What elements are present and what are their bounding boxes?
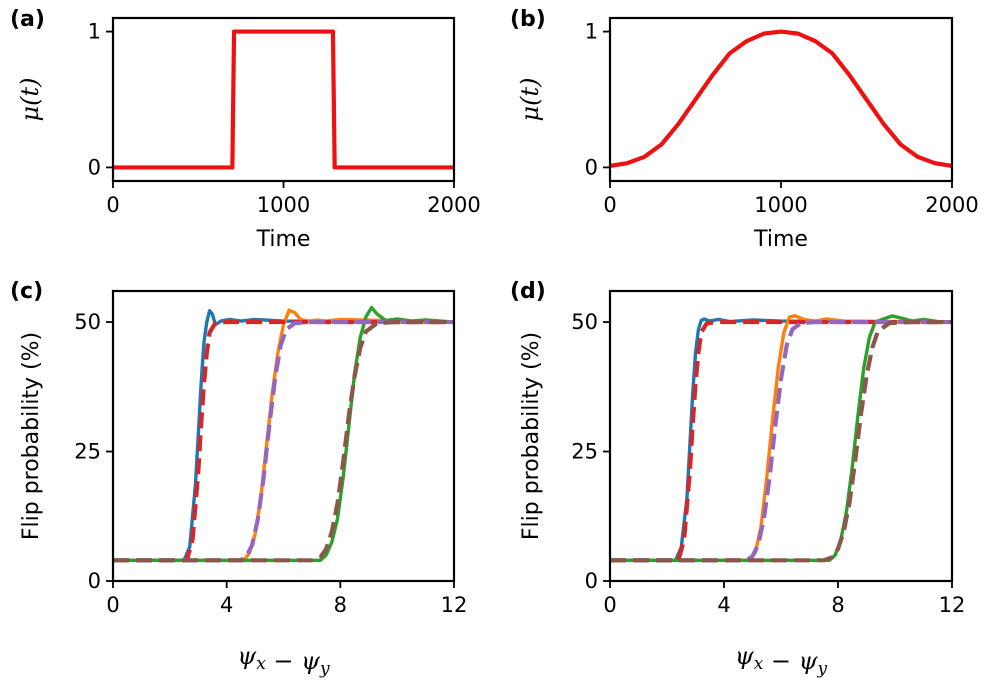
y-tick-label: 0 xyxy=(585,155,598,179)
series-red-solid-line xyxy=(610,29,952,168)
y-tick-label: 50 xyxy=(571,310,598,334)
x-tick-label: 1000 xyxy=(754,193,807,217)
x-tick-label: 0 xyxy=(603,593,616,617)
series-orange-solid-line xyxy=(113,308,454,562)
panel-tag: (a) xyxy=(10,7,45,32)
series-orange-solid-line xyxy=(610,314,952,562)
panel-b: 0 1000 2000 0 1 Time μ(t) (b) xyxy=(510,7,979,252)
series-green-solid-line xyxy=(113,305,454,562)
axes-frame xyxy=(111,289,456,583)
x-axis-label: Time xyxy=(256,227,311,252)
x-axis-label: ψx − ψy xyxy=(237,642,330,679)
x-tick-label: 2000 xyxy=(427,193,480,217)
series-purple-dashed-line xyxy=(610,319,952,563)
series-dashed_red-dashed-line xyxy=(610,319,952,563)
y-tick-label: 0 xyxy=(585,569,598,593)
y-axis-label: μ(t) xyxy=(16,78,44,122)
x-tick-label: 12 xyxy=(441,593,468,617)
y-axis-label: μ(t) xyxy=(516,78,544,122)
series-brown-dashed-line xyxy=(610,319,952,563)
axes-frame xyxy=(608,16,954,183)
series-blue-solid-line xyxy=(113,308,454,562)
x-axis-label: Time xyxy=(753,227,808,252)
series-dashed_red-dashed-line xyxy=(113,319,454,563)
panel-tag: (d) xyxy=(510,279,546,304)
series-brown-dashed-line xyxy=(113,319,454,563)
panel-tag: (c) xyxy=(10,279,43,304)
y-tick-label: 1 xyxy=(88,20,101,44)
series-red-solid-line xyxy=(113,29,454,170)
y-axis-label: Flip probability (%) xyxy=(19,332,44,540)
panel-d: 0 4 8 12 0 25 50 ψx − ψy Flip probability (%) (d) xyxy=(510,279,965,679)
x-tick-label: 8 xyxy=(334,593,347,617)
y-axis-label: Flip probability (%) xyxy=(519,332,544,540)
x-tick-label: 12 xyxy=(939,593,966,617)
x-tick-label: 2000 xyxy=(925,193,978,217)
x-axis-label: ψx − ψy xyxy=(735,642,828,679)
x-tick-label: 1000 xyxy=(257,193,310,217)
panel-tag: (b) xyxy=(510,7,546,32)
y-tick-label: 25 xyxy=(74,440,101,464)
series-purple-dashed-line xyxy=(113,319,454,563)
axes-frame xyxy=(111,16,456,183)
y-tick-label: 0 xyxy=(88,569,101,593)
x-tick-label: 4 xyxy=(220,593,233,617)
y-tick-label: 1 xyxy=(585,20,598,44)
x-tick-label: 4 xyxy=(717,593,730,617)
axes-frame xyxy=(608,289,954,583)
y-tick-label: 50 xyxy=(74,310,101,334)
y-tick-label: 0 xyxy=(88,155,101,179)
x-tick-label: 8 xyxy=(831,593,844,617)
panel-a: 0 1000 2000 0 1 Time μ(t) (a) xyxy=(10,7,481,252)
x-tick-label: 0 xyxy=(106,193,119,217)
x-tick-label: 0 xyxy=(603,193,616,217)
x-tick-label: 0 xyxy=(106,593,119,617)
panel-c: 0 4 8 12 0 25 50 ψx − ψy Flip probability (%) (c) xyxy=(10,279,467,679)
y-tick-label: 25 xyxy=(571,440,598,464)
